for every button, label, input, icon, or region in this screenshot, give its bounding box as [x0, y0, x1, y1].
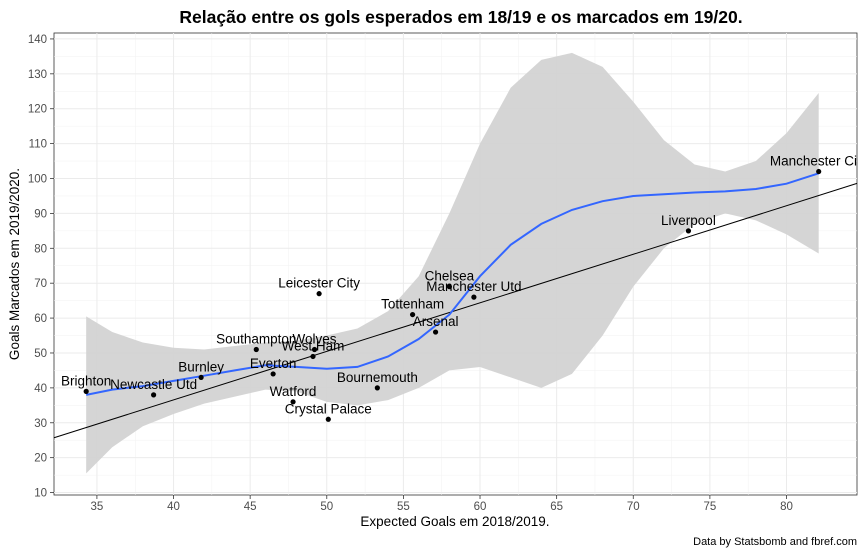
point-label: West Ham — [282, 338, 345, 353]
confidence-band-area — [86, 52, 819, 474]
data-point — [290, 399, 296, 405]
x-axis-title: Expected Goals em 2018/2019. — [360, 514, 549, 529]
y-tick-label: 20 — [34, 453, 47, 465]
point-label: Manchester Utd — [426, 279, 521, 294]
data-point — [374, 385, 380, 391]
point-label: Tottenham — [381, 297, 444, 312]
y-tick-label: 10 — [34, 488, 47, 500]
x-tick-label: 50 — [320, 501, 333, 513]
data-point — [198, 374, 204, 381]
y-tick-label: 50 — [34, 348, 47, 360]
y-axis-ticks: 10 20 30 40 50 60 70 80 90 100 110 120 130 140 — [28, 34, 54, 500]
y-tick-label: 40 — [34, 383, 47, 395]
point-label: Watford — [270, 384, 317, 399]
y-axis-title: Goals Marcados em 2019/2020. — [7, 168, 22, 360]
x-axis-ticks: 35 40 45 50 55 60 65 70 75 80 — [91, 495, 793, 513]
x-tick-label: 70 — [627, 501, 640, 513]
point-label: Bournemouth — [337, 370, 418, 385]
y-tick-label: 70 — [34, 278, 47, 290]
x-tick-label: 40 — [167, 501, 180, 513]
y-tick-label: 110 — [29, 139, 47, 151]
y-tick-label: 100 — [28, 174, 47, 186]
point-label: Southampton — [216, 331, 296, 346]
data-point — [316, 291, 322, 297]
data-point — [270, 371, 276, 377]
data-point — [685, 228, 692, 234]
point-label: Manchester City — [770, 154, 865, 169]
data-point — [471, 294, 477, 300]
caption: Data by Statsbomb and fbref.com — [693, 536, 857, 548]
point-label: Everton — [250, 356, 297, 371]
point-label: Brighton — [61, 373, 111, 388]
reference-line-path — [53, 182, 858, 439]
data-point — [432, 329, 439, 335]
y-tick-label: 30 — [34, 418, 47, 430]
data-point — [83, 388, 89, 394]
data-point — [311, 346, 318, 353]
point-label: Newcastle Utd — [110, 377, 197, 392]
x-tick-label: 55 — [397, 501, 410, 513]
data-points — [83, 168, 822, 422]
y-tick-label: 90 — [34, 208, 47, 220]
x-tick-label: 45 — [244, 501, 257, 513]
data-point — [409, 311, 416, 318]
point-label: Liverpool — [661, 213, 716, 228]
data-point — [310, 353, 316, 360]
smooth-line-path — [86, 172, 820, 396]
point-label: Wolves — [293, 331, 337, 346]
point-label: Leicester City — [278, 276, 360, 291]
y-tick-label: 60 — [34, 313, 47, 325]
data-point — [253, 346, 259, 353]
data-point — [816, 168, 822, 175]
point-label: Burnley — [178, 359, 224, 374]
x-tick-label: 60 — [474, 501, 487, 513]
reference-line — [53, 182, 858, 439]
smooth-line — [86, 172, 820, 396]
x-tick-label: 75 — [703, 501, 716, 513]
point-label: Chelsea — [425, 269, 475, 284]
y-tick-label: 130 — [28, 69, 47, 81]
data-point — [325, 416, 331, 422]
data-point — [446, 284, 452, 290]
point-label: Crystal Palace — [285, 401, 372, 416]
x-tick-label: 65 — [550, 501, 563, 513]
point-label: Arsenal — [413, 314, 459, 329]
data-point — [151, 392, 157, 398]
x-tick-label: 80 — [780, 501, 793, 513]
y-tick-label: 80 — [34, 243, 47, 255]
chart-title: Relação entre os gols esperados em 18/19… — [179, 7, 742, 27]
confidence-band — [86, 52, 819, 474]
x-tick-label: 35 — [91, 501, 104, 513]
y-tick-label: 120 — [28, 104, 47, 116]
y-tick-label: 140 — [28, 34, 47, 46]
